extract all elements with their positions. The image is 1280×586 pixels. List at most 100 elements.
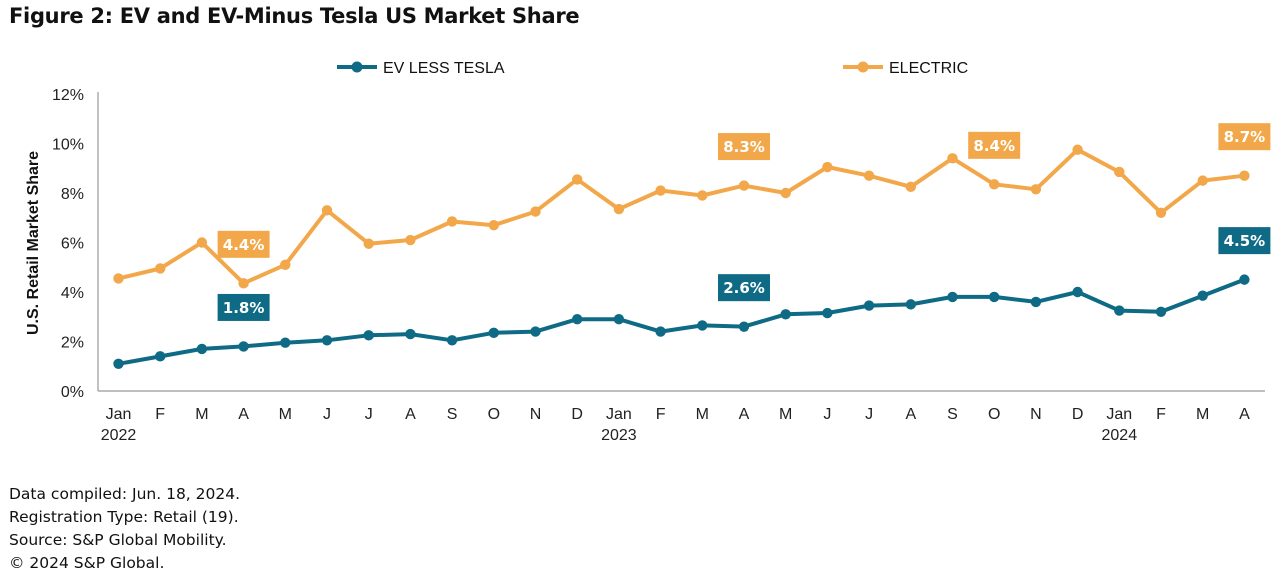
callout-label: 8.3% bbox=[723, 138, 765, 156]
data-point-electric bbox=[321, 205, 333, 216]
data-point-electric bbox=[655, 185, 666, 196]
data-point-ev_less_tesla bbox=[1197, 290, 1208, 301]
data-point-ev_less_tesla bbox=[1030, 296, 1042, 308]
data-point-ev_less_tesla bbox=[1155, 306, 1167, 317]
callout-box bbox=[217, 293, 270, 321]
x-tick-label: D bbox=[571, 406, 583, 423]
callout-box bbox=[718, 274, 770, 302]
callout-box bbox=[217, 230, 270, 258]
data-point-electric bbox=[1072, 144, 1083, 155]
x-year-label: 2022 bbox=[101, 427, 137, 444]
x-tick-label: A bbox=[405, 406, 416, 423]
callout-label: 8.4% bbox=[973, 137, 1015, 155]
x-tick-label: F bbox=[656, 406, 666, 423]
x-tick-label: N bbox=[1030, 406, 1042, 423]
data-point-electric bbox=[780, 187, 791, 199]
data-point-ev_less_tesla bbox=[155, 351, 166, 362]
data-point-electric bbox=[822, 161, 833, 173]
data-point-ev_less_tesla bbox=[321, 335, 333, 346]
data-point-electric bbox=[1114, 166, 1125, 178]
data-point-electric bbox=[238, 278, 249, 289]
x-tick-label: F bbox=[155, 406, 165, 423]
data-point-ev_less_tesla bbox=[280, 337, 291, 348]
data-point-ev_less_tesla bbox=[1072, 286, 1083, 298]
y-tick-label: 2% bbox=[61, 335, 84, 352]
data-point-ev_less_tesla bbox=[238, 341, 249, 352]
x-tick-label: D bbox=[1072, 406, 1084, 423]
note-copyright: © 2024 S&P Global. bbox=[9, 554, 165, 572]
data-point-ev_less_tesla bbox=[947, 291, 958, 303]
data-point-ev_less_tesla bbox=[488, 327, 499, 339]
y-tick-label: 0% bbox=[61, 384, 84, 401]
data-point-electric bbox=[113, 273, 124, 284]
callout-box bbox=[1218, 123, 1271, 151]
x-tick-label: J bbox=[823, 406, 831, 423]
data-point-ev_less_tesla bbox=[446, 335, 458, 346]
data-point-ev_less_tesla bbox=[113, 358, 124, 369]
market-share-line-chart: 0% 2% 4% 6% 8% 10% 12% U.S. Retail Market Share… bbox=[25, 60, 1271, 444]
note-registration-type: Registration Type: Retail (19). bbox=[9, 508, 239, 526]
data-point-electric bbox=[1030, 184, 1042, 195]
data-point-ev_less_tesla bbox=[196, 343, 208, 355]
data-point-ev_less_tesla bbox=[405, 328, 416, 340]
y-tick-label: 6% bbox=[61, 236, 84, 253]
x-tick-label: M bbox=[696, 406, 709, 423]
x-year-label: 2024 bbox=[1102, 427, 1138, 444]
data-point-ev_less_tesla bbox=[822, 307, 833, 319]
data-point-electric bbox=[530, 206, 541, 217]
y-tick-label: 4% bbox=[61, 285, 84, 302]
callout-box bbox=[1218, 227, 1271, 255]
legend-label: ELECTRIC bbox=[889, 60, 968, 77]
x-tick-label: O bbox=[488, 406, 500, 423]
y-tick-label: 8% bbox=[61, 186, 84, 203]
x-tick-label: Jan bbox=[106, 406, 132, 423]
data-point-ev_less_tesla bbox=[1239, 274, 1250, 285]
data-point-ev_less_tesla bbox=[905, 299, 916, 310]
x-tick-label: O bbox=[988, 406, 1000, 423]
data-point-electric bbox=[989, 179, 1000, 190]
series-line-ev_less_tesla bbox=[116, 277, 1247, 366]
x-tick-label: N bbox=[530, 406, 542, 423]
data-point-electric bbox=[155, 263, 166, 274]
x-tick-label: Jan bbox=[1106, 406, 1132, 423]
callout-box bbox=[718, 133, 770, 161]
x-tick-label: J bbox=[365, 406, 373, 423]
y-tick-label: 10% bbox=[52, 137, 84, 154]
data-point-electric bbox=[446, 216, 458, 227]
callout-label: 4.4% bbox=[223, 236, 265, 254]
data-point-electric bbox=[405, 234, 416, 246]
x-tick-label: M bbox=[1196, 406, 1209, 423]
callout-label: 4.5% bbox=[1224, 232, 1266, 250]
note-data-compiled: Data compiled: Jun. 18, 2024. bbox=[9, 485, 241, 503]
note-source: Source: S&P Global Mobility. bbox=[9, 531, 227, 549]
data-point-ev_less_tesla bbox=[863, 300, 875, 311]
x-tick-label: F bbox=[1156, 406, 1166, 423]
data-point-ev_less_tesla bbox=[530, 326, 541, 337]
x-tick-label: J bbox=[865, 406, 873, 423]
legend-label: EV LESS TESLA bbox=[383, 60, 505, 77]
data-point-ev_less_tesla bbox=[738, 321, 750, 332]
data-point-electric bbox=[905, 181, 916, 193]
data-point-electric bbox=[196, 237, 208, 248]
x-tick-label: J bbox=[323, 406, 331, 423]
x-tick-label: A bbox=[905, 406, 916, 423]
callout-label: 1.8% bbox=[223, 299, 265, 317]
x-tick-label: M bbox=[195, 406, 208, 423]
data-point-ev_less_tesla bbox=[1114, 305, 1125, 316]
callout-label: 2.6% bbox=[723, 279, 765, 297]
x-year-label: 2023 bbox=[601, 427, 637, 444]
data-point-electric bbox=[363, 238, 374, 249]
data-point-ev_less_tesla bbox=[989, 291, 1000, 303]
y-tick-label: 12% bbox=[52, 87, 84, 104]
data-point-electric bbox=[697, 190, 708, 201]
data-point-ev_less_tesla bbox=[363, 330, 374, 341]
data-point-ev_less_tesla bbox=[655, 326, 666, 337]
data-point-electric bbox=[738, 180, 750, 191]
series-line-electric bbox=[116, 147, 1247, 286]
figure-notes: Data compiled: Jun. 18, 2024. Registrati… bbox=[9, 483, 240, 575]
x-tick-label: M bbox=[279, 406, 292, 423]
y-axis-title: U.S. Retail Market Share bbox=[25, 151, 42, 335]
data-point-electric bbox=[1155, 207, 1167, 218]
figure-title: Figure 2: EV and EV-Minus Tesla US Marke… bbox=[9, 4, 580, 28]
data-point-ev_less_tesla bbox=[780, 309, 791, 320]
